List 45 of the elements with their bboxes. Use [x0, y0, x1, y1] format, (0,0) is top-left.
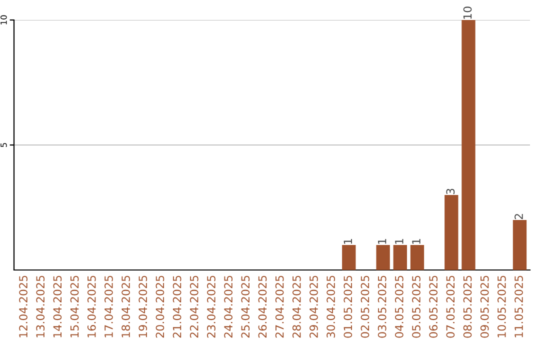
bar: [393, 245, 407, 270]
x-tick-label: 13.04.2025: [36, 276, 45, 338]
x-tick-label: 05.05.2025: [412, 276, 420, 338]
bar: [512, 220, 527, 270]
x-tick-label: 03.05.2025: [378, 276, 386, 338]
x-tick-label: 01.05.2025: [344, 276, 352, 338]
x-tick-label: 28.04.2025: [292, 276, 301, 338]
x-tick-label: 19.04.2025: [138, 276, 148, 338]
x-tick-label: 29.04.2025: [310, 276, 318, 338]
x-tick-label: 23.04.2025: [207, 276, 216, 338]
bar: [342, 245, 356, 270]
data-label: 1: [395, 238, 404, 244]
x-tick-label: 11.05.2025: [514, 276, 523, 338]
x-tick-label: 27.04.2025: [275, 276, 284, 338]
data-label: 1: [344, 238, 352, 244]
x-tick-label: 20.04.2025: [156, 276, 164, 338]
x-tick-label: 30.04.2025: [326, 276, 336, 338]
bar: [376, 245, 390, 270]
x-tick-label: 15.04.2025: [70, 276, 79, 338]
data-label: 1: [378, 238, 386, 244]
bar: [410, 245, 424, 270]
x-tick-label: 02.05.2025: [360, 276, 370, 338]
x-tick-label: 06.05.2025: [429, 276, 438, 338]
x-tick-label: 22.04.2025: [190, 276, 198, 338]
x-tick-label: 09.05.2025: [480, 276, 489, 338]
x-tick-label: 17.04.2025: [104, 276, 113, 338]
bar: [444, 195, 458, 270]
data-label: 3: [446, 188, 455, 194]
data-label: 1: [412, 238, 420, 244]
x-tick-label: 08.05.2025: [463, 276, 472, 338]
x-tick-label: 18.04.2025: [122, 276, 130, 338]
data-label: 2: [514, 214, 523, 220]
data-label: 10: [463, 6, 472, 19]
x-tick-label: 16.04.2025: [87, 276, 96, 338]
x-tick-label: 26.04.2025: [258, 276, 267, 338]
bar: [462, 20, 476, 270]
x-tick-label: 24.04.2025: [224, 276, 233, 338]
x-tick-label: 12.04.2025: [19, 276, 28, 338]
x-tick-label: 25.04.2025: [241, 276, 250, 338]
x-tick-label: 07.05.2025: [446, 276, 455, 338]
x-tick-label: 04.05.2025: [394, 276, 404, 338]
x-tick-label: 14.04.2025: [53, 276, 62, 338]
x-tick-label: 10.05.2025: [497, 276, 506, 338]
x-tick-label: 21.04.2025: [172, 276, 182, 338]
y-tick-label: 5: [0, 143, 7, 148]
